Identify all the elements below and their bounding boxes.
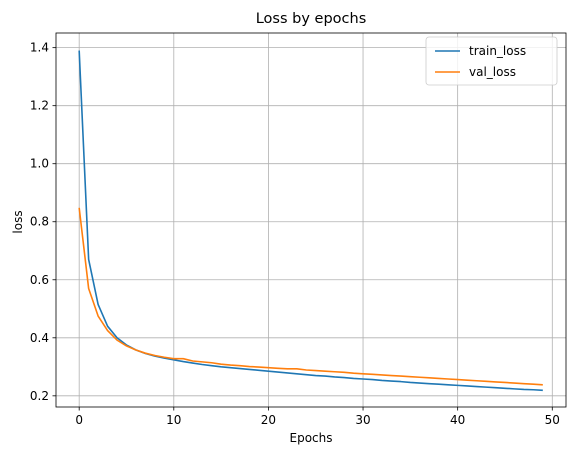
- x-tick-label: 20: [261, 413, 276, 427]
- grid: [56, 33, 566, 407]
- y-tick-label: 1.0: [30, 157, 49, 171]
- plot-frame: [55, 32, 567, 408]
- x-axis-label: Epochs: [290, 431, 333, 445]
- x-tick-label: 0: [75, 413, 83, 427]
- y-tick-label: 0.6: [30, 273, 49, 287]
- chart-title: Loss by epochs: [256, 11, 367, 27]
- legend: train_loss val_loss: [425, 36, 558, 86]
- y-tick-label: 0.4: [30, 331, 49, 345]
- y-tick-label: 1.2: [30, 99, 49, 113]
- series-lines: [78, 50, 543, 392]
- legend-box: [425, 36, 558, 86]
- x-tick-label: 50: [545, 413, 560, 427]
- y-axis-label: loss: [11, 210, 25, 233]
- y-tick-label: 0.8: [30, 215, 49, 229]
- series-line-train-loss: [78, 50, 543, 392]
- x-tick-label: 30: [355, 413, 370, 427]
- y-tick-label: 1.4: [30, 41, 49, 55]
- legend-label: train_loss: [469, 44, 526, 58]
- x-tick-label: 10: [166, 413, 181, 427]
- y-tick-label: 0.2: [30, 389, 49, 403]
- series-line-val-loss: [78, 207, 543, 386]
- x-axis-ticks: 0 10 20 30 40 50: [75, 407, 560, 427]
- x-tick-label: 40: [450, 413, 465, 427]
- y-axis-ticks: 0.2 0.4 0.6 0.8 1.0 1.2 1.4: [30, 41, 56, 403]
- legend-label: val_loss: [469, 65, 516, 79]
